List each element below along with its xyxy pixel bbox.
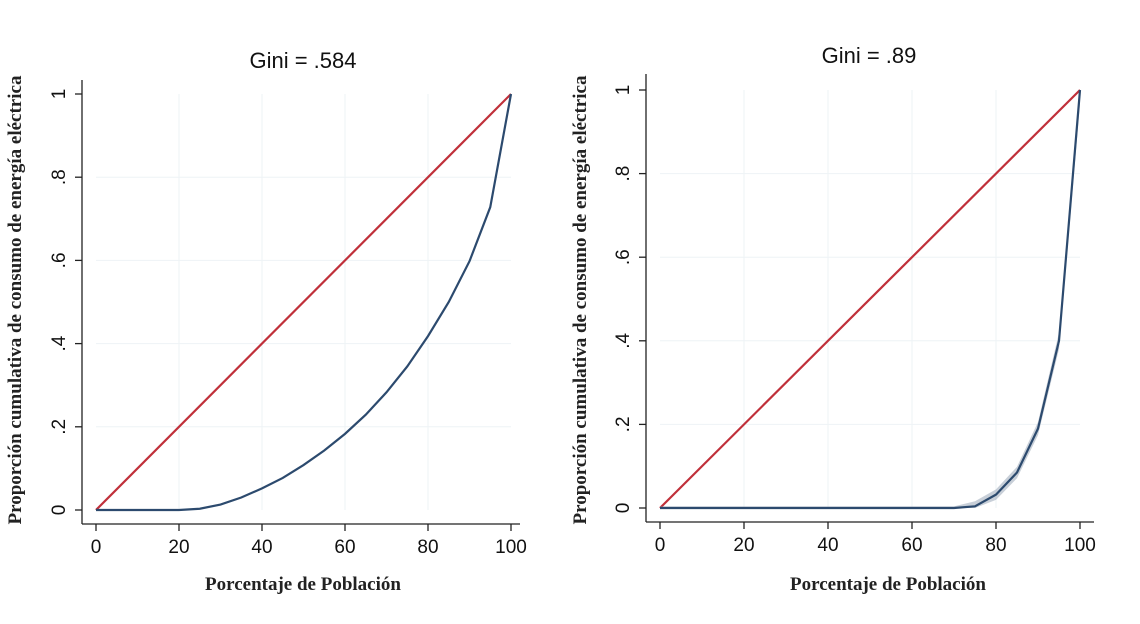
panel-1-y-tick-label-3: .6 <box>49 252 70 268</box>
panel-1-lorenz-line <box>96 93 513 512</box>
panel-1-y-tick-label-5: 1 <box>49 89 70 100</box>
panel-2-title: Gini = .89 <box>822 43 917 68</box>
panel-2-y-tick-label-3: .6 <box>613 249 634 265</box>
panel-2-x-tick-label-3: 60 <box>901 535 922 556</box>
panel-2-x-tick-label-5: 100 <box>1064 535 1096 556</box>
panel-2-x-tick-label-4: 80 <box>985 535 1006 556</box>
panel-1-ylabel: Proporción cumulativa de consumo de ener… <box>5 75 26 524</box>
panel-2-y-tick-label-2: .4 <box>613 332 634 348</box>
panel-2-x-tick-label-1: 20 <box>733 535 754 556</box>
panel-2-lorenz-line <box>660 89 1082 510</box>
panel-2-y-tick-label-4: .8 <box>613 166 634 182</box>
panel-2-xlabel: Porcentaje de Población <box>790 574 986 595</box>
panel-1-y-tick-label-1: .2 <box>49 419 70 435</box>
panel-1-title: Gini = .584 <box>249 48 356 73</box>
panel-1-y-tick-label-4: .8 <box>49 169 70 185</box>
panel-1-xlabel: Porcentaje de Población <box>205 574 401 595</box>
panel-2-y-tick-label-1: .2 <box>613 416 634 432</box>
panel-2-x-tick-label-0: 0 <box>655 535 666 556</box>
panel-1-x-tick-label-0: 0 <box>91 537 102 558</box>
panel-1-x-tick-label-3: 60 <box>334 537 355 558</box>
panel-1-x-tick-label-1: 20 <box>168 537 189 558</box>
panel-1-y-tick-label-2: .4 <box>49 335 70 351</box>
panel-1-equality-line <box>95 93 512 511</box>
panel-1-y-tick-label-0: 0 <box>49 505 70 516</box>
panel-2-ylabel: Proporción cumulativa de consumo de ener… <box>570 75 591 524</box>
panel-1-x-tick-label-2: 40 <box>251 537 272 558</box>
panel-2-y-tick-label-0: 0 <box>613 503 634 514</box>
panel-2-x-tick-label-2: 40 <box>817 535 838 556</box>
panel-1-x-tick-label-5: 100 <box>495 537 527 558</box>
panel-2: Gini = .89 Proporción cumulativa de cons… <box>570 43 1096 595</box>
panel-2-y-tick-label-5: 1 <box>613 85 634 96</box>
panel-1: Gini = .584 Proporción cumulativa de con… <box>5 48 527 595</box>
panel-2-equality-line <box>659 89 1081 509</box>
panel-1-x-tick-label-4: 80 <box>417 537 438 558</box>
